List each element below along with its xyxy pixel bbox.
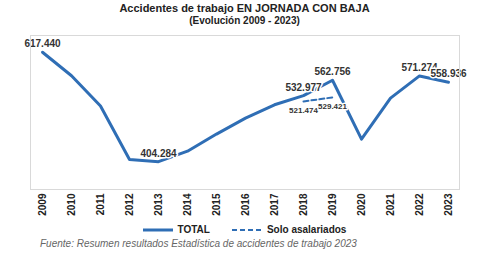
svg-text:2012: 2012 [124, 193, 135, 216]
html-text:Fuente: Resumen resultados Est: Fuente: Resumen resultados Estadística d… [40, 238, 357, 249]
html-text:TOTAL: TOTAL [177, 224, 210, 235]
svg-text:2018: 2018 [298, 193, 309, 216]
svg-text:2022: 2022 [414, 193, 425, 216]
svg-text:2015: 2015 [211, 193, 222, 216]
html-text:Accidentes de trabajo EN JORNA: Accidentes de trabajo EN JORNADA CON BAJ… [119, 2, 370, 14]
svg-text:2013: 2013 [153, 193, 164, 216]
svg-text:571.274: 571.274 [401, 62, 438, 74]
svg-text:2017: 2017 [269, 193, 280, 216]
svg-text:529.421: 529.421 [318, 102, 347, 111]
svg-text:2020: 2020 [356, 193, 367, 216]
svg-text:521.474: 521.474 [289, 106, 318, 115]
svg-text:617.440: 617.440 [24, 38, 61, 49]
svg-text:2010: 2010 [66, 193, 77, 216]
svg-text:2021: 2021 [385, 193, 396, 216]
html-text:Solo asalariados: Solo asalariados [267, 224, 347, 235]
svg-text:532.977: 532.977 [285, 82, 322, 93]
svg-text:2016: 2016 [240, 193, 251, 216]
svg-text:2019: 2019 [327, 193, 338, 216]
svg-text:2023: 2023 [443, 193, 454, 216]
svg-text:2014: 2014 [182, 193, 193, 216]
svg-text:562.756: 562.756 [314, 66, 351, 77]
html-text:(Evolución 2009 - 2023): (Evolución 2009 - 2023) [189, 15, 300, 26]
svg-text:2011: 2011 [95, 193, 106, 215]
svg-text:558.936: 558.936 [430, 68, 467, 79]
svg-text:2009: 2009 [37, 193, 48, 216]
svg-text:404.284: 404.284 [140, 148, 177, 159]
